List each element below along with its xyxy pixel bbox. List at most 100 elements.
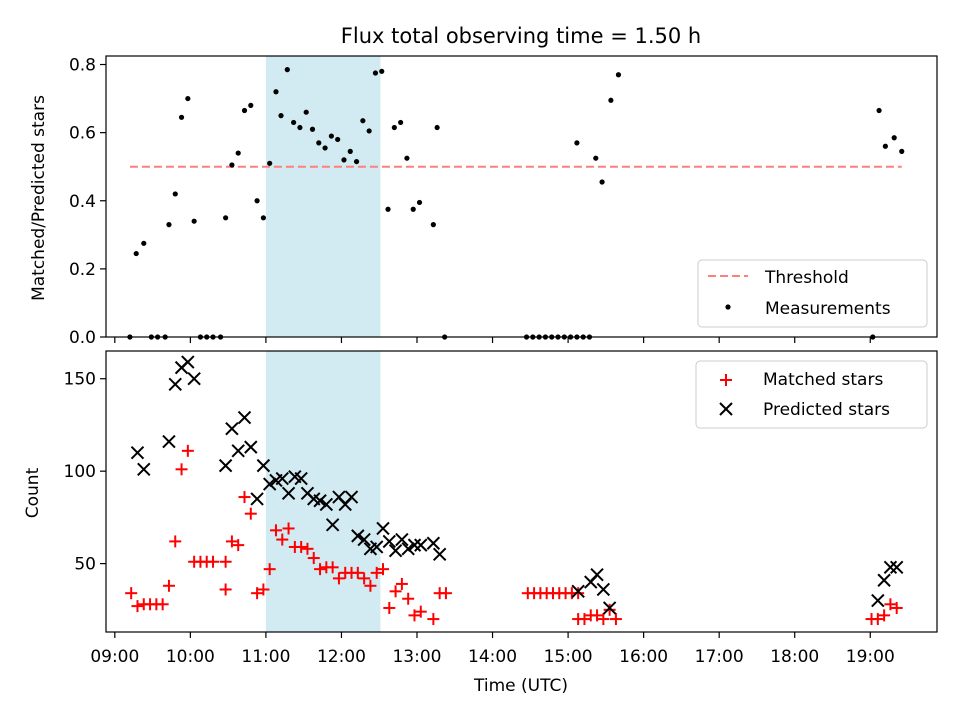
matched-star-point — [609, 613, 622, 626]
matched-star-point — [175, 463, 188, 476]
predicted-star-point-b — [357, 532, 371, 547]
matched-star-point — [871, 613, 884, 626]
matched-star-point — [597, 613, 610, 626]
matched-star-point — [244, 507, 257, 520]
matched-star-point — [389, 585, 402, 598]
top-plot-frame — [105, 55, 938, 338]
predicted-star-point-b — [596, 582, 611, 597]
measurement-point — [260, 215, 266, 221]
predicted-star-point-b — [602, 601, 617, 615]
measurement-point — [254, 198, 260, 204]
predicted-star-point — [244, 440, 258, 454]
matched-star-point — [131, 600, 144, 613]
measurement-point — [133, 250, 139, 257]
measurement-point — [410, 206, 416, 212]
measurement-point — [166, 222, 172, 228]
measurement-point — [882, 143, 888, 149]
predicted-star-point-b — [231, 444, 245, 458]
predicted-star-point — [883, 560, 898, 575]
predicted-star-point — [432, 547, 447, 562]
measurement-point — [241, 107, 248, 114]
measurement-point — [248, 102, 254, 108]
measurement-point — [328, 133, 334, 139]
predicted-star-point-b — [307, 492, 321, 506]
predicted-star-point — [319, 497, 334, 512]
top-legend-box — [697, 259, 928, 328]
predicted-star-point-b — [256, 458, 271, 473]
predicted-star-point — [294, 471, 308, 486]
matched-star-point — [326, 561, 339, 574]
predicted-star-point — [369, 540, 384, 554]
predicted-star-point — [426, 536, 441, 550]
bottom-legend: Matched stars Predicted stars — [695, 360, 928, 429]
matched-star-point — [238, 491, 251, 504]
predicted-star-point-b — [432, 547, 447, 562]
bottom-legend-box — [695, 360, 928, 429]
bottom-panel: 50 100 150 09:00 10:00 11:00 12:00 13:00 14:00 1… — [23, 350, 938, 696]
predicted-star-point — [250, 492, 264, 506]
predicted-star-point-b — [376, 521, 390, 536]
predicted-star-point — [218, 458, 233, 473]
measurement-point — [434, 124, 440, 131]
predicted-star-point — [187, 372, 201, 386]
predicted-star-point — [231, 444, 245, 458]
predicted-star-point — [871, 593, 885, 608]
predicted-star-point-b — [890, 560, 904, 575]
measurement-point — [391, 124, 397, 131]
measurement-point — [430, 222, 436, 228]
predicted-star-point — [137, 462, 151, 477]
matched-star-point — [282, 522, 295, 535]
bottom-y-tick-label: 50 — [74, 555, 96, 575]
measurement-point — [574, 140, 580, 146]
matched-star-point — [383, 601, 396, 614]
predicted-star-point — [225, 421, 239, 436]
matched-star-point — [225, 535, 238, 548]
predicted-star-point-b — [225, 421, 239, 436]
predicted-star-point-b — [162, 434, 176, 449]
bottom-x-tick-label: 18:00 — [770, 647, 819, 667]
measurement-point — [404, 155, 410, 161]
measurement-point — [416, 199, 423, 206]
predicted-star-point-b — [187, 372, 201, 386]
measurement-point — [278, 113, 284, 119]
measurement-point — [273, 89, 279, 95]
predicted-stars-points — [130, 355, 904, 615]
legend-predicted-swatch — [719, 402, 733, 416]
bottom-plot-frame — [105, 350, 938, 633]
predicted-star-point — [401, 542, 415, 556]
predicted-star-point — [181, 355, 195, 369]
matched-star-point — [890, 601, 903, 614]
matched-star-point — [219, 583, 232, 596]
top-y-axis: 0.0 0.2 0.4 0.6 0.8 — [69, 56, 106, 348]
measurement-point — [185, 95, 191, 102]
predicted-star-point — [281, 486, 296, 501]
predicted-star-point-b — [313, 494, 327, 508]
measurement-point — [899, 148, 905, 154]
measurement-point — [599, 179, 605, 185]
matched-star-point — [169, 535, 182, 548]
measurement-point — [385, 206, 391, 212]
predicted-star-point — [351, 529, 365, 543]
matched-star-point — [439, 587, 452, 600]
predicted-star-point-b — [319, 497, 334, 512]
measurement-point — [284, 67, 290, 73]
bottom-y-tick-label: 150 — [64, 370, 96, 390]
legend-threshold-label: Threshold — [764, 268, 849, 288]
top-y-axis-label: Matched/Predicted stars — [29, 95, 49, 301]
bottom-y-axis: 50 100 150 — [64, 370, 106, 575]
predicted-star-point-b — [395, 532, 409, 547]
predicted-star-point-b — [250, 492, 264, 506]
predicted-star-point-b — [388, 543, 403, 558]
chart-title: Flux total observing time = 1.50 h — [341, 24, 701, 48]
predicted-star-point-b — [237, 410, 252, 425]
bottom-x-tick-label: 09:00 — [90, 647, 139, 667]
matched-star-point — [591, 609, 604, 622]
top-highlight-band — [265, 56, 381, 337]
matched-star-point — [232, 539, 245, 552]
predicted-star-point — [395, 532, 409, 547]
matched-star-point — [332, 572, 345, 585]
predicted-star-point-b — [414, 538, 428, 552]
predicted-star-point-b — [351, 529, 365, 543]
matched-star-point — [402, 592, 415, 605]
measurement-point — [615, 72, 622, 78]
